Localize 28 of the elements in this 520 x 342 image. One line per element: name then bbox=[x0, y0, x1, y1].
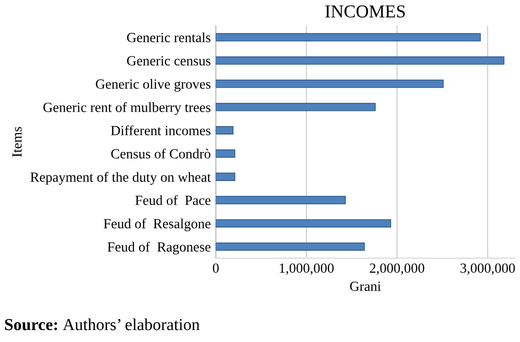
x-tick-label: 2,000,000 bbox=[370, 263, 424, 275]
y-tick-label: Feud of Resalgone bbox=[104, 218, 210, 232]
y-tick-label: Different incomes bbox=[110, 125, 210, 136]
bar bbox=[216, 33, 481, 42]
bar bbox=[216, 56, 504, 65]
bar bbox=[216, 126, 234, 134]
bar bbox=[216, 149, 236, 158]
bar bbox=[216, 102, 376, 112]
source-note: Source: Authors’ elaboration bbox=[5, 318, 200, 330]
bar bbox=[216, 219, 392, 228]
x-tick-label: 0 bbox=[212, 263, 219, 273]
bar bbox=[216, 172, 236, 181]
y-tick-label: Generic olive groves bbox=[96, 78, 210, 92]
y-tick-label: Generic rentals bbox=[127, 32, 210, 42]
bar bbox=[216, 242, 365, 251]
y-tick-label: Repayment of the duty on wheat bbox=[30, 172, 211, 185]
x-axis-title: Grani bbox=[350, 282, 381, 291]
y-tick-label: Feud of Ragonese bbox=[108, 242, 210, 254]
y-tick-label: Feud of Pace bbox=[135, 195, 210, 206]
y-tick-label: Generic census bbox=[127, 56, 210, 66]
x-tick-label: 3,000,000 bbox=[460, 263, 515, 275]
y-tick-label: Census of Condrò bbox=[111, 148, 210, 159]
bar bbox=[216, 196, 346, 204]
y-axis-title: Items bbox=[12, 127, 22, 157]
chart-title: INCOMES bbox=[325, 5, 405, 18]
y-tick-label: Generic rent of mulberry trees bbox=[43, 102, 210, 115]
x-tick-label: 1,000,000 bbox=[280, 263, 334, 275]
bar bbox=[216, 80, 444, 88]
